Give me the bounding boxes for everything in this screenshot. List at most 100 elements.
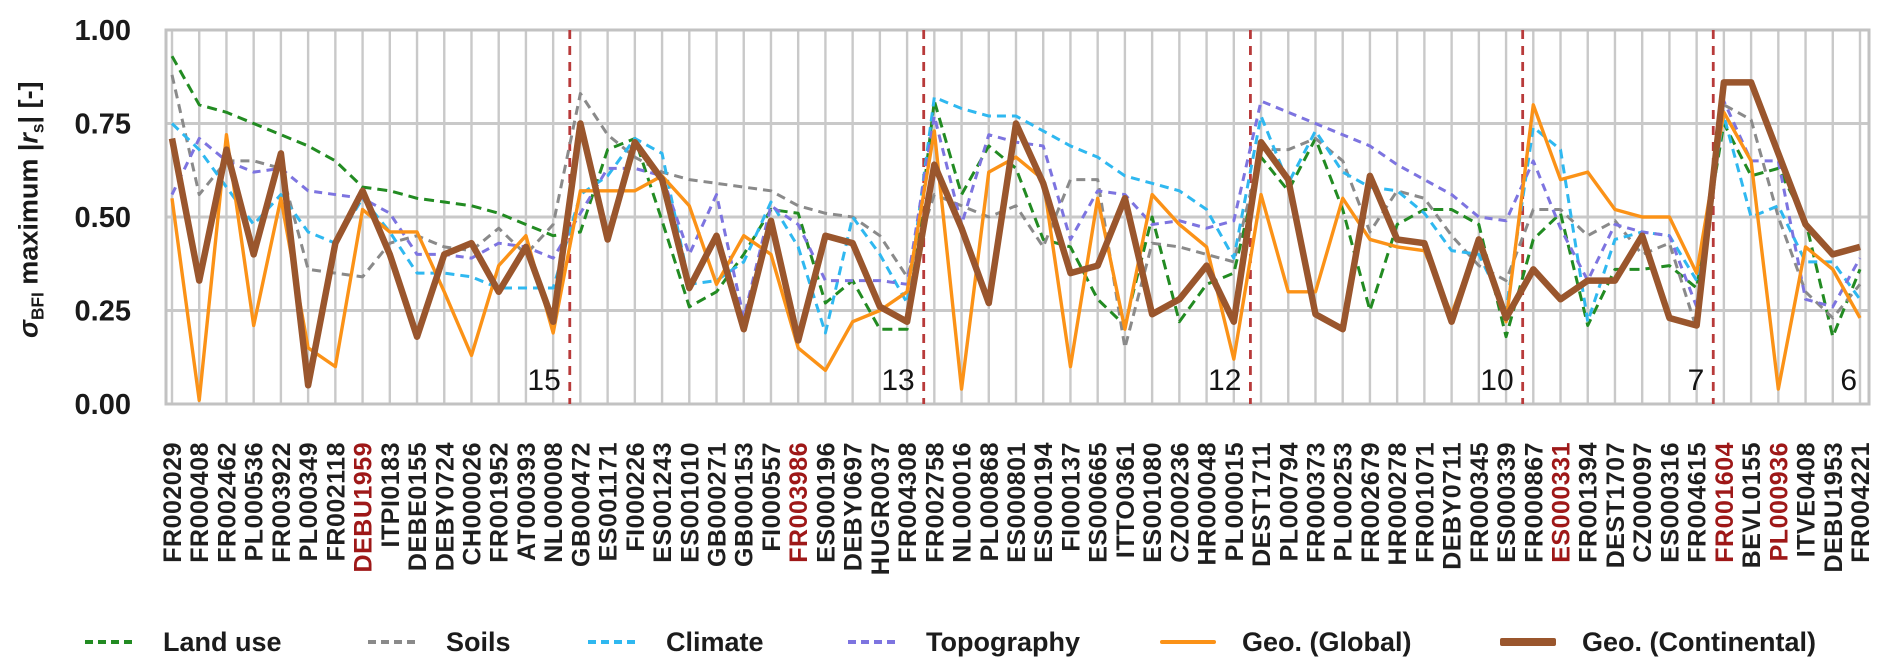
y-tick-label: 1.00 [75, 15, 131, 47]
legend-swatch [368, 640, 420, 644]
x-category-label: ES000339 [1493, 442, 1521, 563]
x-category-label: FR004221 [1847, 442, 1875, 563]
x-category-label: ES000194 [1030, 442, 1058, 563]
x-category-label: DEBE0155 [404, 442, 432, 571]
legend: Land use Soils Climate Topography Geo. (Glob… [0, 620, 1892, 664]
x-category-label: ES000665 [1085, 442, 1113, 563]
x-category-label: FR002462 [213, 442, 241, 563]
x-category-label-highlighted: FR001604 [1711, 442, 1739, 563]
legend-swatch [85, 640, 137, 644]
x-category-label: CZ000097 [1629, 442, 1657, 563]
x-category-label: HUGR0037 [867, 442, 895, 575]
legend-item-climate: Climate [588, 620, 764, 664]
x-category-label: PL000794 [1275, 442, 1303, 561]
legend-swatch [588, 640, 640, 644]
x-category-label: AT000393 [513, 442, 541, 561]
x-category-label: PL000015 [1221, 442, 1249, 561]
x-category-label: ITTO0361 [1112, 442, 1140, 558]
cluster-size-label: 10 [1480, 364, 1513, 397]
x-category-label: FR000867 [1520, 442, 1548, 563]
x-category-label: DEBY0697 [840, 442, 868, 571]
cluster-size-label: 12 [1208, 364, 1241, 397]
x-category-label: GB000153 [731, 442, 759, 567]
x-category-label: NL000016 [949, 442, 977, 563]
x-category-label: GB000472 [567, 442, 595, 567]
x-category-label: FR002758 [921, 442, 949, 563]
x-category-label: PL000349 [295, 442, 323, 561]
x-category-label: HR000048 [1194, 442, 1222, 566]
x-category-label: ES000316 [1656, 442, 1684, 563]
cluster-size-label: 13 [881, 364, 914, 397]
x-category-label: ES000196 [812, 442, 840, 563]
x-category-label: ITPI0183 [377, 442, 405, 547]
x-category-label: FR002029 [159, 442, 187, 563]
cluster-size-label: 15 [527, 364, 560, 397]
x-category-label: ITVE0408 [1793, 442, 1821, 557]
x-category-label-highlighted: ES000331 [1548, 442, 1576, 563]
cluster-size-label: 6 [1840, 364, 1857, 397]
x-category-label: ES001080 [1139, 442, 1167, 563]
x-category-label: DEST1711 [1248, 442, 1276, 567]
series-line-climate [170, 95, 1862, 335]
x-category-label: CH000026 [458, 442, 486, 566]
x-category-label: FR003922 [268, 442, 296, 563]
x-category-label: CZ000236 [1166, 442, 1194, 563]
x-category-label: DEST1707 [1602, 442, 1630, 568]
x-category-label: NL000008 [540, 442, 568, 563]
legend-label: Geo. (Global) [1242, 626, 1412, 657]
x-category-label: FI000226 [622, 442, 650, 552]
legend-item-soils: Soils [368, 620, 511, 664]
x-category-label: FR001952 [486, 442, 514, 563]
plot-border [164, 28, 1871, 406]
legend-item-land-use: Land use [85, 620, 282, 664]
x-category-label: FR001071 [1411, 442, 1439, 563]
x-category-label: HR000278 [1384, 442, 1412, 566]
x-category-label-highlighted: FR003986 [785, 442, 813, 563]
x-category-label: PL000253 [1330, 442, 1358, 561]
x-category-label: FR002118 [322, 442, 350, 561]
x-category-label: FR004308 [894, 442, 922, 563]
x-category-label: FI000557 [758, 442, 786, 552]
cluster-size-label: 7 [1688, 364, 1705, 397]
series-line-geo-global- [170, 103, 1862, 402]
x-category-label-highlighted: DEBU1959 [350, 442, 378, 572]
legend-swatch [848, 640, 900, 644]
x-category-label: FR000345 [1466, 442, 1494, 563]
x-category-label: ES001171 [595, 442, 623, 561]
series-line-geo-continental- [168, 79, 1861, 389]
legend-swatch [1160, 640, 1216, 644]
legend-item-geo-global-: Geo. (Global) [1160, 620, 1412, 664]
x-category-label: FR000408 [186, 442, 214, 563]
x-category-label: GB000271 [704, 442, 732, 567]
x-category-label: DEBU1953 [1820, 442, 1848, 572]
x-category-label: PL000536 [241, 442, 269, 561]
x-category-label: ES001243 [649, 442, 677, 563]
series-line-soils [170, 74, 1862, 350]
x-category-label: ES001010 [676, 442, 704, 563]
x-category-label: ES000801 [1003, 442, 1031, 563]
y-tick-label: 0.00 [75, 389, 131, 421]
x-category-label: FR000373 [1302, 442, 1330, 563]
legend-item-topography: Topography [848, 620, 1080, 664]
legend-label: Geo. (Continental) [1582, 626, 1816, 657]
x-category-label: FR001394 [1575, 442, 1603, 563]
y-tick-label: 0.50 [75, 202, 131, 234]
x-category-label: DEBY0711 [1439, 442, 1467, 570]
legend-label: Climate [666, 626, 764, 657]
x-category-label: BEVL0155 [1738, 442, 1766, 568]
y-tick-label: 0.75 [75, 109, 131, 141]
legend-swatch [1500, 638, 1556, 646]
x-category-label-highlighted: PL000936 [1765, 442, 1793, 561]
x-category-label: FI000137 [1057, 442, 1085, 552]
legend-label: Topography [926, 626, 1080, 657]
x-category-label: FR002679 [1357, 442, 1385, 563]
legend-label: Soils [446, 626, 511, 657]
legend-label: Land use [163, 626, 282, 657]
x-category-label: FR004615 [1684, 442, 1712, 563]
x-category-label: PL000868 [976, 442, 1004, 561]
legend-item-geo-continental-: Geo. (Continental) [1500, 620, 1816, 664]
x-category-label: DEBY0724 [431, 442, 459, 571]
y-tick-label: 0.25 [75, 296, 131, 328]
